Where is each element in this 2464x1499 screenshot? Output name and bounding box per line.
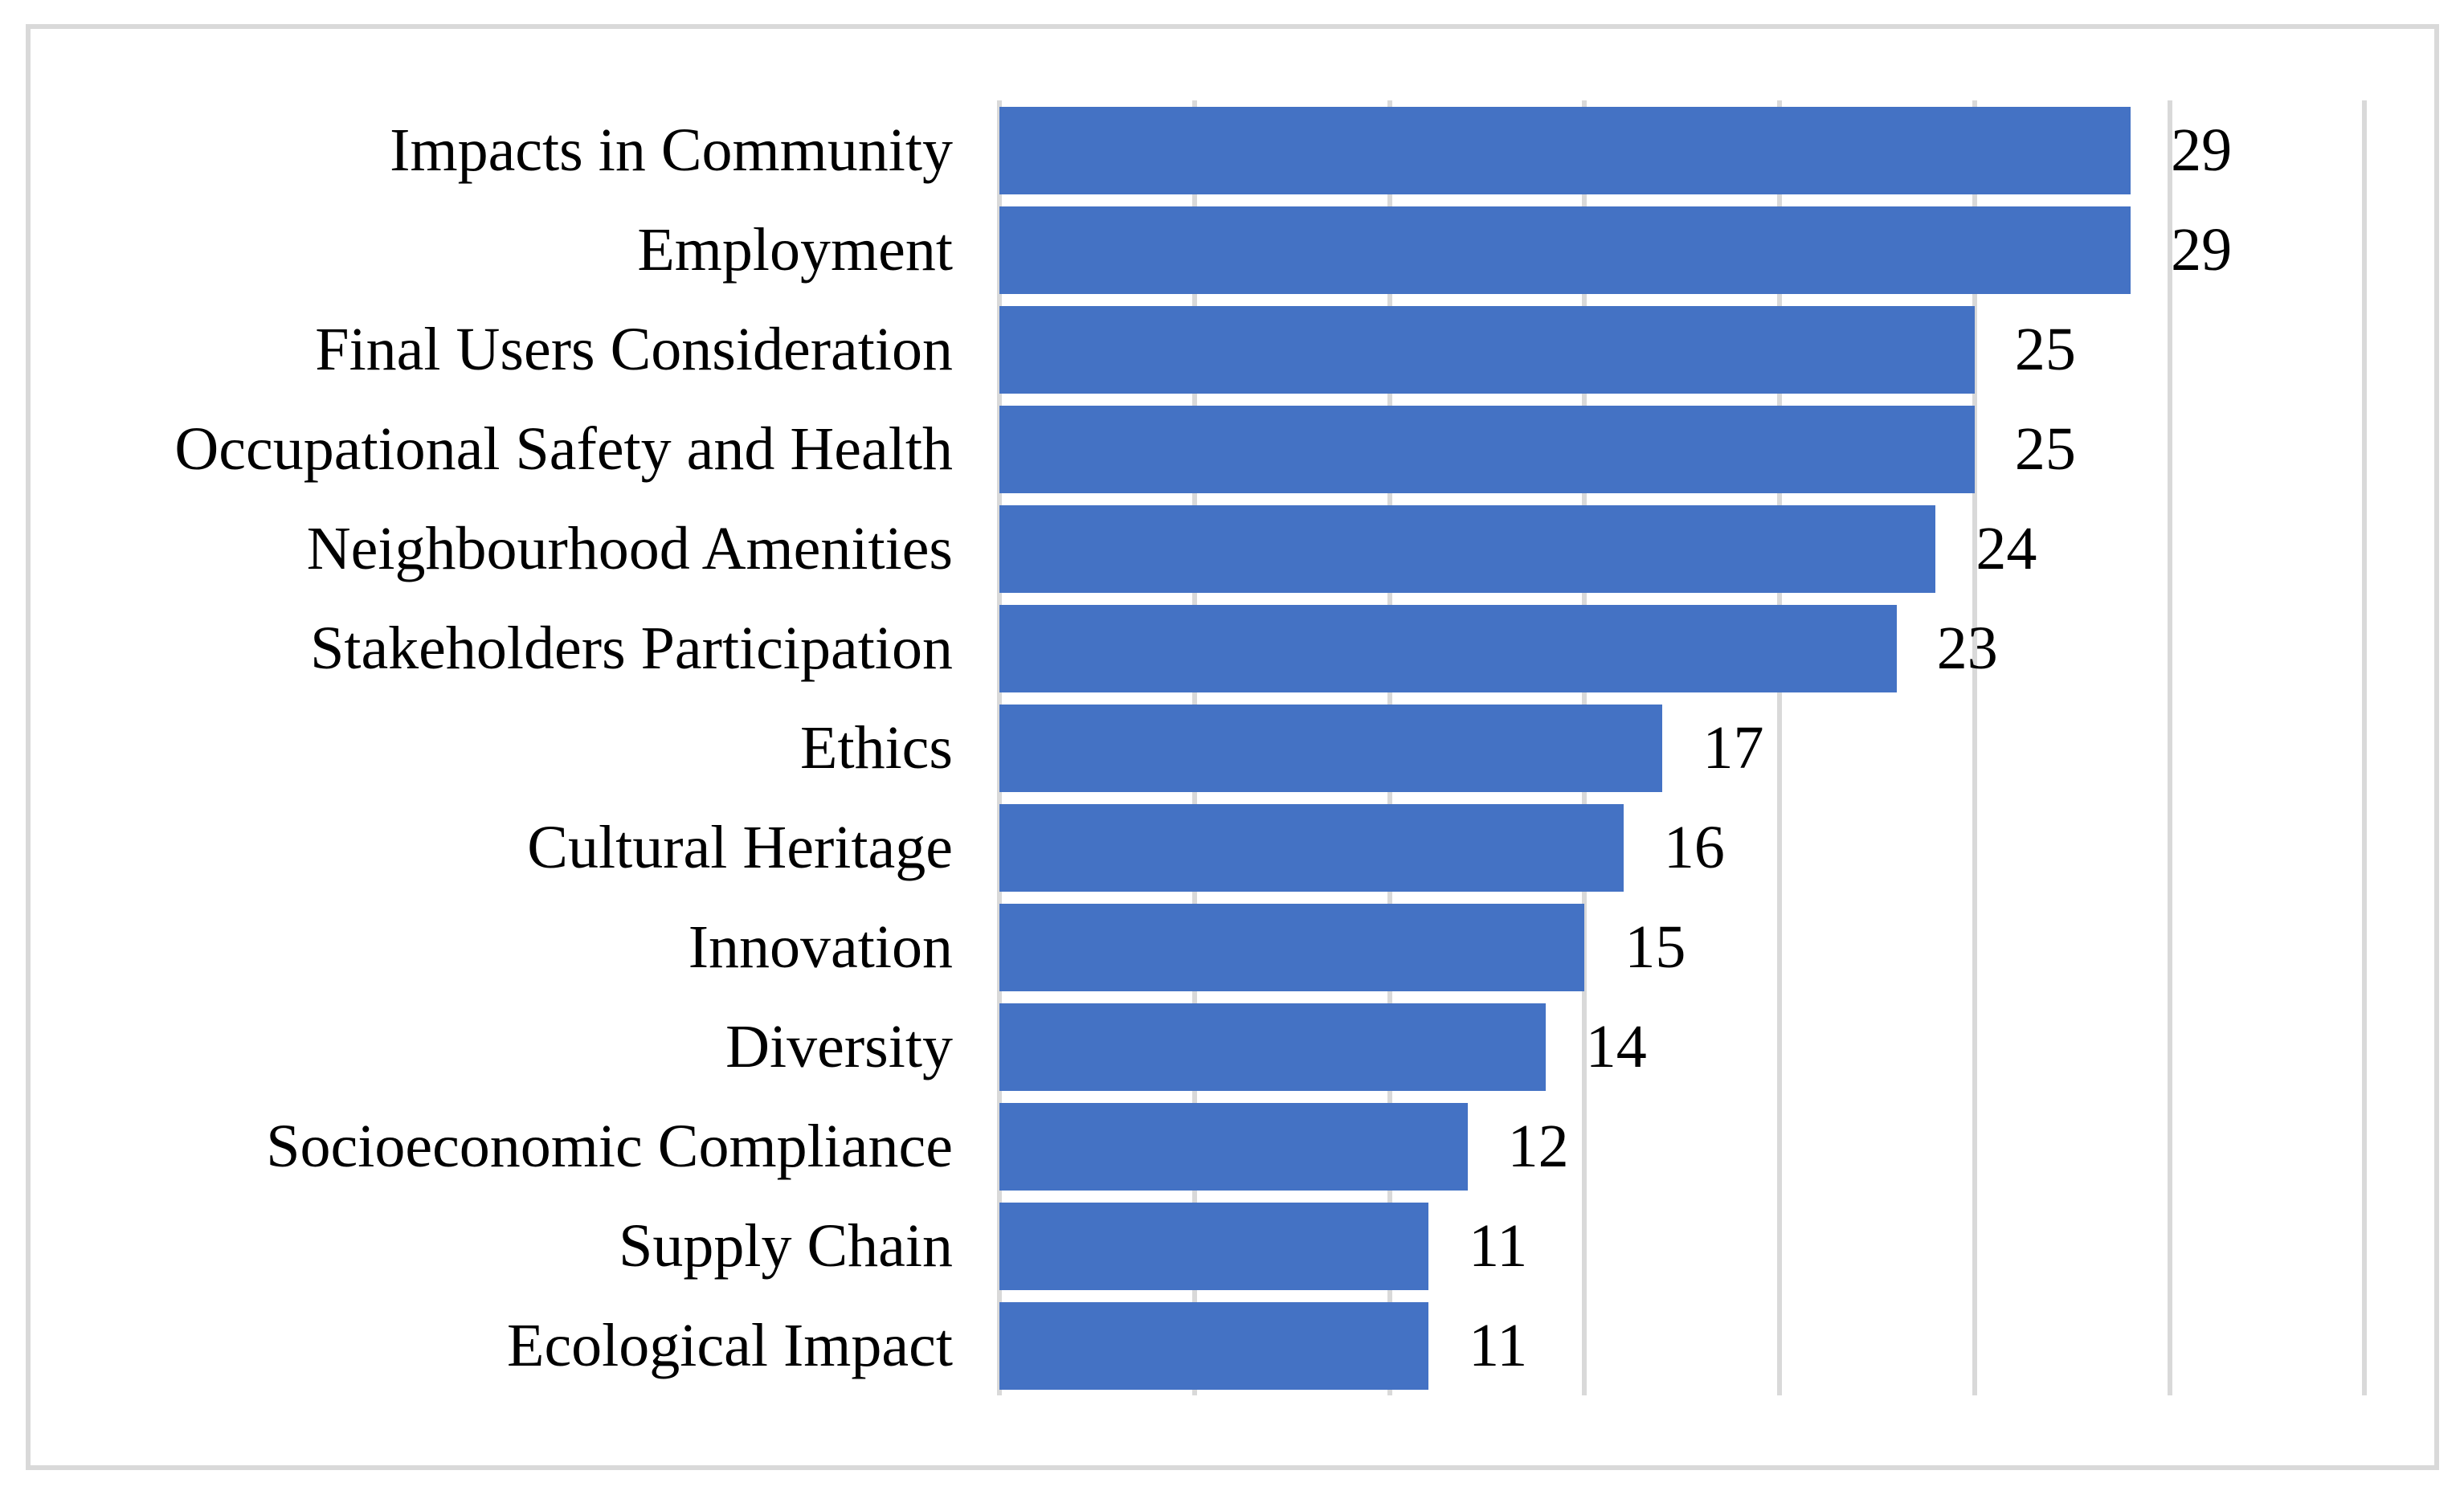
value-label: 12 [1507,1113,1569,1180]
value-label: 11 [1469,1312,1528,1379]
gridline-x-30 [2167,100,2172,1395]
bar-track: 16 [999,798,2404,897]
category-label: Occupational Safety and Health [174,415,953,483]
bar [999,1301,1429,1390]
category-label: Ecological Impact [507,1312,953,1379]
category-label: Neighbourhood Amenities [306,515,953,582]
bar-row: Socioeconomic Compliance 12 [31,1097,2434,1196]
value-label: 25 [2014,415,2076,483]
bar-rows-container: Impacts in Community 29 Employment 29 Fi… [31,100,2434,1395]
bar-track: 25 [999,399,2404,499]
bar-row: Occupational Safety and Health 25 [31,399,2434,499]
value-label: 15 [1624,913,1686,981]
bar [999,903,1585,991]
bar [999,604,1897,692]
bar-row: Diversity 14 [31,997,2434,1097]
bar [999,704,1663,792]
category-label: Ethics [800,714,953,782]
bar-track: 29 [999,100,2404,200]
category-label: Stakeholders Participation [310,615,953,682]
value-label: 11 [1469,1212,1528,1280]
bar-row: Neighbourhood Amenities 24 [31,499,2434,598]
value-label: 23 [1936,615,1998,682]
gridline-x-35 [2362,100,2368,1395]
value-label: 17 [1702,714,1764,782]
bar-track: 11 [999,1196,2404,1296]
bar-row: Supply Chain 11 [31,1196,2434,1296]
bar [999,504,1936,593]
value-label: 14 [1585,1013,1647,1080]
value-label: 29 [2171,116,2233,184]
category-label: Impacts in Community [390,116,953,184]
bar-track: 12 [999,1097,2404,1196]
bar-track: 24 [999,499,2404,598]
gridline-x-25 [1972,100,1977,1395]
bar [999,206,2131,294]
bar-track: 15 [999,897,2404,997]
bar-row: Final Users Consideration 25 [31,300,2434,399]
bar-row: Cultural Heritage 16 [31,798,2434,897]
bar [999,1102,1468,1191]
category-label: Diversity [725,1013,953,1080]
bar [999,1202,1429,1290]
category-label: Innovation [688,913,953,981]
category-label: Socioeconomic Compliance [266,1113,953,1180]
value-label: 29 [2171,216,2233,284]
bar-row: Employment 29 [31,200,2434,300]
value-label: 24 [1976,515,2037,582]
bar [999,106,2131,194]
bar-track: 29 [999,200,2404,300]
bar-track: 14 [999,997,2404,1097]
bar [999,803,1624,892]
bar-row: Ecological Impact 11 [31,1296,2434,1395]
category-label: Cultural Heritage [527,814,953,881]
bar [999,1003,1546,1091]
category-label: Employment [637,216,953,284]
chart-border: Impacts in Community 29 Employment 29 Fi… [26,24,2439,1470]
bar-track: 11 [999,1296,2404,1395]
bar-row: Ethics 17 [31,698,2434,798]
category-label: Final Users Consideration [315,316,953,383]
value-label: 25 [2014,316,2076,383]
bar-track: 25 [999,300,2404,399]
bar-track: 23 [999,598,2404,698]
category-label: Supply Chain [619,1212,953,1280]
bar-row: Innovation 15 [31,897,2434,997]
bar-track: 17 [999,698,2404,798]
bar [999,405,1975,493]
gridline-x-20 [1777,100,1783,1395]
value-label: 16 [1663,814,1725,881]
bar-row: Impacts in Community 29 [31,100,2434,200]
bar [999,305,1975,394]
bar-row: Stakeholders Participation 23 [31,598,2434,698]
